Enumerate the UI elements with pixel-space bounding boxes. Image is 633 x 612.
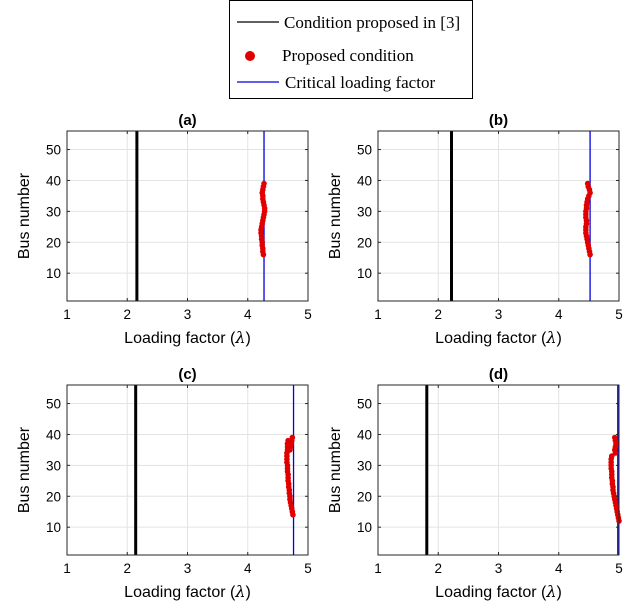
x-tick-label: 4 — [244, 307, 252, 322]
y-tick-label: 40 — [357, 427, 372, 442]
y-axis-label-a: Bus number — [16, 172, 33, 259]
y-tick-label: 20 — [46, 489, 61, 504]
data-point — [584, 180, 591, 187]
y-tick-label: 10 — [46, 266, 61, 281]
panel-title-d: (d) — [489, 366, 508, 383]
y-tick-label: 30 — [46, 204, 61, 219]
legend: Condition proposed in [3] Proposed condi… — [229, 0, 473, 99]
x-tick-label: 3 — [184, 307, 192, 322]
x-tick-label: 1 — [374, 307, 382, 322]
y-axis-label-d: Bus number — [327, 426, 344, 513]
panel-title-b: (b) — [489, 112, 508, 129]
legend-label-critical: Critical loading factor — [285, 73, 435, 92]
panel-c: 1 2 3 4 5 10 20 30 40 50 (c) Loading factor (λ) Bus … — [16, 366, 312, 601]
x-tick-label: 3 — [495, 561, 503, 576]
y-tick-label: 20 — [46, 235, 61, 250]
y-tick-label: 20 — [357, 235, 372, 250]
x-tick-label: 2 — [434, 307, 442, 322]
legend-label-condition-3: Condition proposed in [3] — [284, 13, 460, 32]
panel-a: 1 2 3 4 5 10 20 30 40 50 (a) Loading factor (λ) Bus … — [16, 112, 312, 347]
y-axis-label-c: Bus number — [16, 426, 33, 513]
x-tick-label: 1 — [374, 561, 382, 576]
data-point — [611, 434, 618, 441]
y-tick-label: 10 — [46, 520, 61, 535]
y-tick-label: 50 — [46, 397, 61, 412]
x-axis-label-d: Loading factor (λ) — [435, 582, 562, 601]
x-tick-label: 1 — [63, 307, 71, 322]
y-axis-label-b: Bus number — [327, 172, 344, 259]
subplots: 1 2 3 4 5 10 20 30 40 50 (a) Loading factor (λ) Bus … — [16, 112, 623, 601]
x-axis-label-a: Loading factor (λ) — [124, 328, 251, 347]
proposed-condition-points-c — [284, 434, 296, 518]
panel-title-a: (a) — [178, 112, 196, 129]
panel-d: 1 2 3 4 5 10 20 30 40 50 (d) Loading factor (λ) Bus … — [327, 366, 623, 601]
x-tick-label: 3 — [495, 307, 503, 322]
y-tick-label: 40 — [46, 173, 61, 188]
x-tick-label: 5 — [615, 561, 623, 576]
x-tick-label: 3 — [184, 561, 192, 576]
legend-marker-proposed — [245, 51, 255, 61]
x-tick-label: 5 — [304, 307, 312, 322]
data-point — [261, 180, 267, 187]
y-tick-label: 30 — [357, 204, 372, 219]
x-tick-label: 2 — [123, 307, 131, 322]
y-tick-label: 10 — [357, 520, 372, 535]
x-tick-label: 4 — [555, 307, 563, 322]
y-tick-label: 50 — [46, 143, 61, 158]
y-tick-label: 50 — [357, 143, 372, 158]
x-tick-label: 2 — [434, 561, 442, 576]
x-tick-label: 5 — [304, 561, 312, 576]
x-tick-label: 4 — [555, 561, 563, 576]
proposed-condition-points-b — [583, 180, 593, 258]
y-tick-label: 30 — [46, 458, 61, 473]
x-tick-label: 2 — [123, 561, 131, 576]
x-tick-label: 1 — [63, 561, 71, 576]
y-tick-label: 50 — [357, 397, 372, 412]
y-tick-label: 20 — [357, 489, 372, 504]
x-axis-label-c: Loading factor (λ) — [124, 582, 251, 601]
proposed-condition-points-d — [608, 434, 622, 524]
x-tick-label: 4 — [244, 561, 252, 576]
y-tick-label: 40 — [46, 427, 61, 442]
y-tick-label: 10 — [357, 266, 372, 281]
x-axis-label-b: Loading factor (λ) — [435, 328, 562, 347]
panel-title-c: (c) — [178, 366, 196, 383]
panel-b: 1 2 3 4 5 10 20 30 40 50 (b) Loading factor (λ) Bus … — [327, 112, 623, 347]
legend-label-proposed: Proposed condition — [282, 46, 414, 65]
data-point — [287, 447, 293, 453]
proposed-condition-points-a — [258, 180, 268, 258]
x-tick-label: 5 — [615, 307, 623, 322]
y-tick-label: 30 — [357, 458, 372, 473]
y-tick-label: 40 — [357, 173, 372, 188]
